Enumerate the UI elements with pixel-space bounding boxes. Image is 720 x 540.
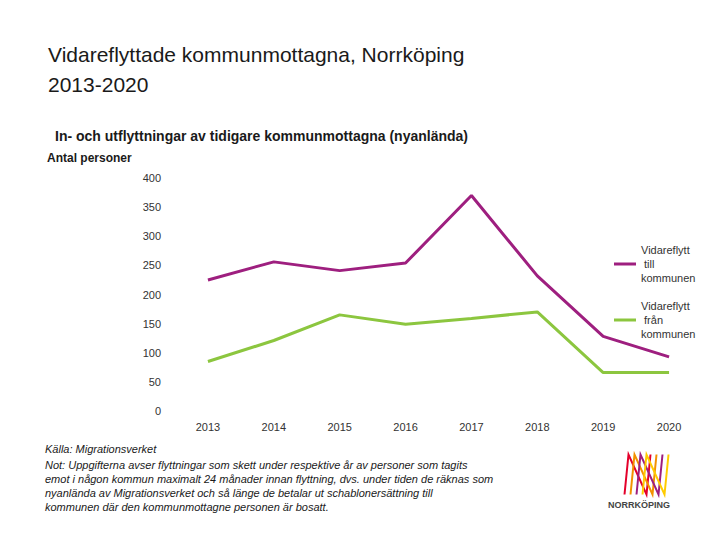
svg-text:2017: 2017: [459, 421, 483, 433]
svg-text:Vidareflyttade kommunmottagna,: Vidareflyttade kommunmottagna, Norrköpin…: [48, 43, 470, 66]
svg-text:2014: 2014: [262, 421, 286, 433]
svg-text:2020: 2020: [657, 421, 681, 433]
svg-text:Källa: Migrationsverket: Källa: Migrationsverket: [45, 443, 157, 455]
svg-text:0: 0: [155, 405, 161, 417]
svg-text:250: 250: [143, 259, 161, 271]
svg-text:Vidareflytt: Vidareflytt: [641, 300, 690, 312]
svg-text:2019: 2019: [591, 421, 615, 433]
svg-text:2013-2020: 2013-2020: [48, 73, 148, 96]
svg-text:kommunen: kommunen: [641, 272, 695, 284]
svg-text:300: 300: [143, 230, 161, 242]
svg-text:In- och utflyttningar av tidig: In- och utflyttningar av tidigare kommun…: [55, 128, 468, 144]
svg-text:150: 150: [143, 318, 161, 330]
svg-text:400: 400: [143, 172, 161, 184]
svg-text:2018: 2018: [525, 421, 549, 433]
svg-text:100: 100: [143, 347, 161, 359]
svg-text:Antal personer: Antal personer: [47, 151, 132, 165]
svg-text:kommunen: kommunen: [641, 328, 695, 340]
svg-text:2016: 2016: [393, 421, 417, 433]
svg-text:200: 200: [143, 289, 161, 301]
svg-text:350: 350: [143, 201, 161, 213]
svg-text:från: från: [641, 314, 666, 326]
svg-text:NORRKÖPING: NORRKÖPING: [608, 500, 670, 510]
svg-text:till: till: [641, 258, 658, 270]
svg-text:50: 50: [149, 376, 161, 388]
svg-text:nyanlända av Migrationsverket: nyanlända av Migrationsverket och så län…: [45, 487, 436, 499]
svg-text:2013: 2013: [196, 421, 220, 433]
svg-text:kommunen där den kommunmottagn: kommunen där den kommunmottagne personen…: [45, 501, 329, 513]
svg-text:Not: Uppgifterna avser flyttni: Not: Uppgifterna avser flyttningar som s…: [45, 459, 471, 471]
svg-text:2015: 2015: [327, 421, 351, 433]
svg-text:Vidareflytt: Vidareflytt: [641, 244, 690, 256]
svg-text:emot i någon kommun maximalt 2: emot i någon kommun maximalt 24 månader …: [45, 473, 496, 485]
